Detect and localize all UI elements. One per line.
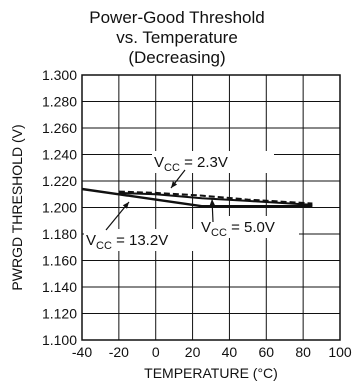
annotation-label: VCC = 2.3V — [154, 154, 228, 174]
plot-frame — [81, 74, 341, 341]
annotation-background — [84, 229, 204, 251]
y-tick-label: 1.280 — [42, 94, 77, 110]
y-axis-label: PWRGD THRESHOLD (V) — [9, 124, 25, 290]
y-tick-label: 1.160 — [42, 253, 77, 269]
annotation-label: VCC = 13.2V — [86, 232, 168, 252]
y-tick-label: 1.200 — [42, 200, 77, 216]
x-tick-label: 0 — [152, 344, 160, 360]
x-tick-label: 80 — [295, 344, 311, 360]
y-tick-label: 1.220 — [42, 173, 77, 189]
series-line-2 — [118, 191, 313, 206]
y-tick-label: 1.100 — [42, 332, 77, 348]
annotation-arrow-2v3-head — [171, 181, 178, 188]
x-axis-label: TEMPERATURE (°C) — [144, 365, 278, 381]
x-tick-label: -20 — [109, 344, 129, 360]
y-tick-label: 1.180 — [42, 226, 77, 242]
series-line-3 — [118, 190, 313, 205]
y-tick-label: 1.140 — [42, 279, 77, 295]
chart-title-line-1: Power-Good Threshold — [89, 8, 265, 27]
annotation-label: VCC = 5.0V — [201, 219, 275, 239]
chart-title-line-2: vs. Temperature — [116, 28, 238, 47]
series-line-1 — [81, 187, 313, 208]
annotation-arrow-13v2-head — [122, 202, 129, 209]
x-tick-label: 60 — [258, 344, 274, 360]
y-tick-label: 1.260 — [42, 120, 77, 136]
annotation-arrow-5v0-head — [209, 199, 215, 206]
x-tick-label: -40 — [72, 344, 92, 360]
x-tick-label: 40 — [222, 344, 238, 360]
annotation-background — [199, 216, 299, 238]
x-tick-label: 100 — [328, 344, 352, 360]
y-tick-label: 1.120 — [42, 306, 77, 322]
annotation-background — [152, 151, 274, 173]
y-tick-label: 1.300 — [42, 67, 77, 83]
chart-title-line-3: (Decreasing) — [128, 48, 226, 67]
y-tick-label: 1.240 — [42, 147, 77, 163]
x-tick-label: 20 — [185, 344, 201, 360]
